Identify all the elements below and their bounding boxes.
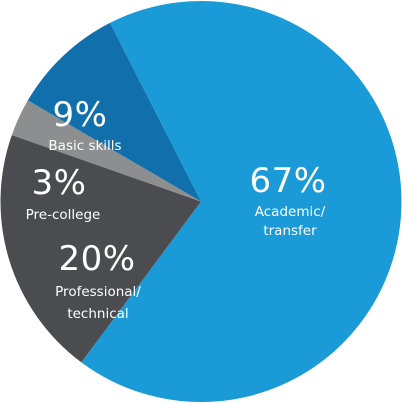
slice-label-line-transfer: transfer: [263, 223, 317, 239]
pie-slice-basic-skills: [27, 22, 202, 202]
slice-label-pre-college: 3% Pre-college: [26, 163, 101, 223]
pie-slice-professional-technical: [0, 135, 201, 363]
pie-slice-pre-college: [11, 100, 202, 202]
slice-label-professional-technical: 20% Professional/ technical: [55, 239, 141, 322]
slice-label-line-basic-skills: Basic skills: [48, 138, 121, 154]
slice-value-academic-transfer: 67%: [249, 161, 326, 201]
slice-label-line-technical: technical: [67, 306, 128, 322]
pie-slice-academic-transfer: [81, 0, 402, 402]
slice-value-professional-technical: 20%: [58, 239, 135, 279]
slice-value-pre-college: 3%: [32, 163, 87, 203]
slice-label-line-academic: Academic/: [255, 204, 326, 220]
slice-label-basic-skills: 9% Basic skills: [48, 95, 121, 154]
slice-label-academic-transfer: 67% Academic/ transfer: [249, 161, 326, 239]
slice-label-line-pre-college: Pre-college: [26, 207, 101, 223]
slice-label-line-professional: Professional/: [55, 284, 141, 300]
slice-value-basic-skills: 9%: [53, 95, 108, 135]
